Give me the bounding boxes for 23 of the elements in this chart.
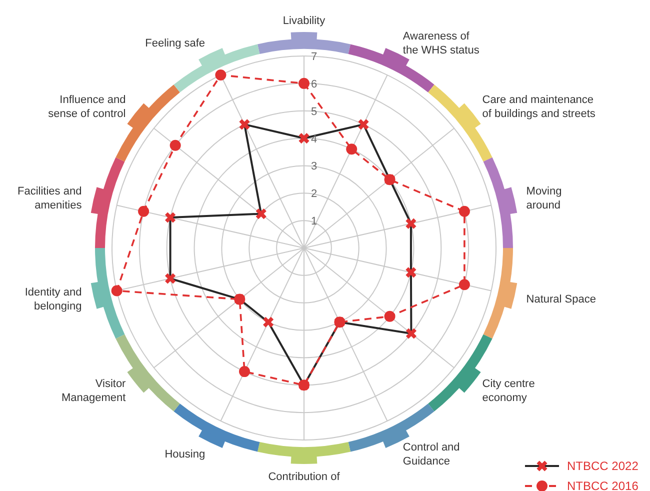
legend-label: NTBCC 2016 <box>567 479 638 491</box>
spoke-label: Visitor Management <box>62 378 126 404</box>
spoke-label: Identity and belonging <box>24 286 82 313</box>
spoke-label: Facilities and amenities <box>18 185 82 212</box>
y-tick-label: 4 <box>311 133 318 146</box>
spoke-label: Care and maintenance of buildings and streets <box>482 94 596 120</box>
spoke-label: City centre economy <box>482 378 535 404</box>
y-tick-label: 1 <box>311 216 318 228</box>
spoke-label: Influence and sense of control <box>48 94 126 120</box>
spoke-label: Livability <box>282 15 326 27</box>
spoke-label: Control and Guidance <box>402 441 460 468</box>
spoke-label: Moving around <box>526 185 562 212</box>
spoke-label: Feeling safe <box>145 38 206 50</box>
spoke-label: Awareness of the WHS status <box>402 30 480 57</box>
y-tick-label: 2 <box>311 188 318 200</box>
y-tick-label: 3 <box>311 160 318 173</box>
y-tick-label: 6 <box>311 78 318 90</box>
y-tick-label: 7 <box>311 51 318 63</box>
y-tick-label: 5 <box>311 106 318 118</box>
spoke-label: Contribution of <box>268 471 341 483</box>
legend-label: NTBCC 2022 <box>567 459 638 473</box>
spoke-label: Housing <box>164 448 206 460</box>
spoke-label: Natural Space <box>526 294 596 306</box>
